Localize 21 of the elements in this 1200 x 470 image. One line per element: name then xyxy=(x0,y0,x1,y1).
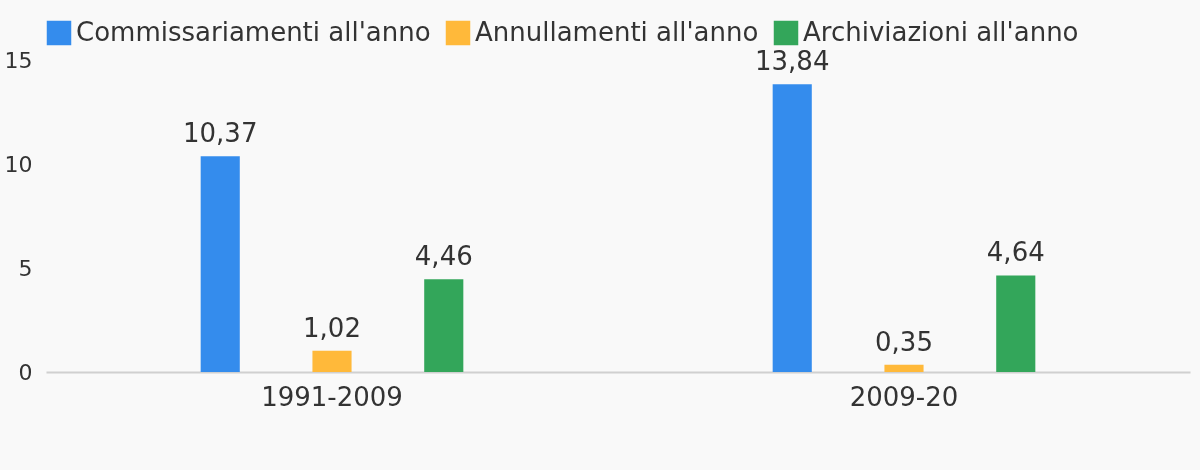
bar xyxy=(996,275,1036,372)
legend-label: Annullamenti all'anno xyxy=(475,17,759,47)
y-tick-label: 15 xyxy=(4,47,33,73)
x-tick-label: 2009-20 xyxy=(849,381,959,412)
legend-label: Commissariamenti all'anno xyxy=(76,17,431,47)
bar xyxy=(200,156,240,372)
bar xyxy=(312,350,352,372)
y-tick-label: 5 xyxy=(18,255,33,281)
data-label: 10,37 xyxy=(183,118,258,149)
data-label: 0,35 xyxy=(875,326,933,357)
y-tick-label: 10 xyxy=(4,151,33,177)
data-label: 4,64 xyxy=(986,237,1045,268)
bar xyxy=(884,364,924,372)
bar xyxy=(424,279,464,372)
x-tick-label: 1991-2009 xyxy=(261,381,403,412)
bar xyxy=(772,84,812,372)
data-label: 1,02 xyxy=(303,312,361,343)
data-label: 13,84 xyxy=(755,46,830,77)
y-tick-label: 0 xyxy=(18,359,33,385)
legend-label: Archiviazioni all'anno xyxy=(803,17,1079,47)
data-label: 4,46 xyxy=(414,241,473,272)
